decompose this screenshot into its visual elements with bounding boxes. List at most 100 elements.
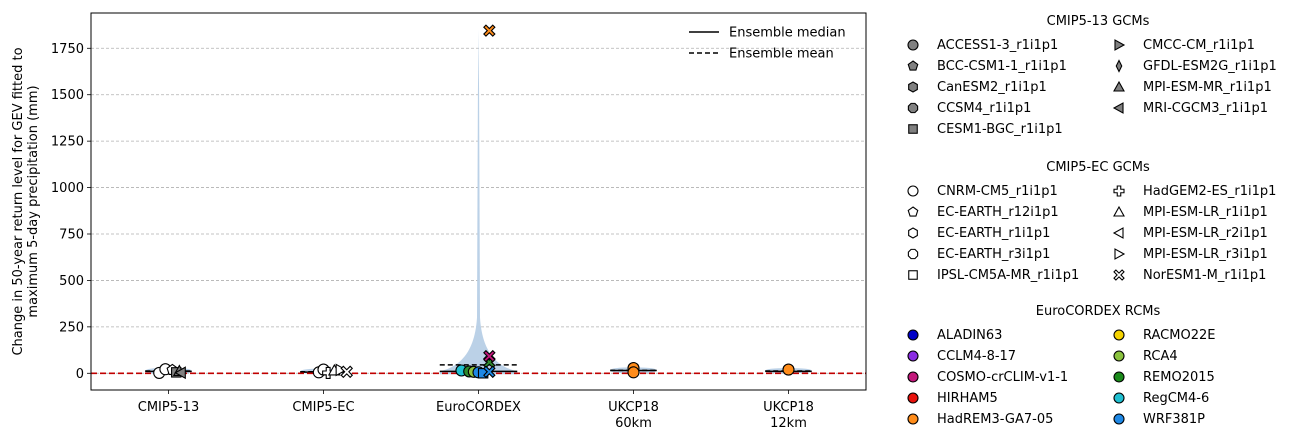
legend-entry-label: RegCM4-6 [1143,390,1210,406]
legend-marker-shape [908,227,918,239]
legend-marker-shape [907,413,919,425]
x-tick-label: UKCP18 60km [608,400,659,431]
x-tick-label-line: UKCP18 [608,400,659,415]
legend-marker-icon [1113,350,1125,362]
legend-marker-icon [1113,371,1125,383]
legend-entry: ALADIN63 [905,325,1002,345]
legend-marker-shape [1113,80,1125,92]
legend-entry-label: COSMO-crCLIM-v1-1 [937,369,1069,385]
legend-marker-icon [907,413,919,425]
legend-entry: EC-EARTH_r3i1p1 [905,244,1050,264]
legend-marker-icon [1112,227,1124,239]
x-tick-label-line: EuroCORDEX [436,400,521,415]
legend-entry: RACMO22E [1111,325,1215,345]
legend-marker-icon [1115,59,1123,73]
legend-marker-shape [1113,185,1125,197]
legend-entry-label: HadGEM2-ES_r1i1p1 [1143,183,1277,199]
legend-marker-shape [907,185,919,197]
legend-entry: BCC-CSM1-1_r1i1p1 [905,56,1067,76]
violin-body [439,29,518,375]
legend-marker-shape [1113,392,1125,404]
legend-marker-shape [907,60,919,71]
legend-entry-label: GFDL-ESM2G_r1i1p1 [1143,58,1277,74]
y-tick-label: 750 [59,228,84,243]
legend-marker-shape [1113,269,1125,281]
legend-entry-label: ALADIN63 [937,327,1003,343]
legend-marker-icon [1114,39,1126,51]
data-point [174,366,186,380]
legend-group-title: CMIP5-EC GCMs [1046,160,1150,175]
x-tick-label: UKCP18 12km [763,400,814,431]
legend-entry: MPI-ESM-LR_r3i1p1 [1111,244,1268,264]
legend-marker-icon [908,227,918,239]
x-tick-label: CMIP5-EC [292,400,354,415]
legend-entry: CMCC-CM_r1i1p1 [1111,35,1255,55]
legend-marker-icon [907,371,919,383]
legend-marker-icon [907,39,919,51]
legend-marker-icon [1113,80,1125,92]
chart-area: 0 250 500 750 1000 1250 1500 1750 CMIP5-13 CMIP5-… [11,12,867,431]
legend-marker-shape [907,102,919,114]
legend-entry-label: CESM1-BGC_r1i1p1 [937,121,1063,137]
legend-entry: REMO2015 [1111,367,1215,387]
legend-group-title: EuroCORDEX RCMs [1035,304,1161,319]
x-tick-label-line: CMIP5-13 [138,400,199,415]
legend-entry-label: MPI-ESM-LR_r1i1p1 [1143,204,1268,220]
legend-entry: CCSM4_r1i1p1 [905,98,1031,118]
legend-marker-icon [1113,185,1125,197]
legend-entry: RegCM4-6 [1111,388,1209,408]
y-axis-label: Change in 50-year return level for GEV f… [11,47,41,355]
y-axis-label-line: Change in 50-year return level for GEV f… [11,47,26,355]
legend-marker-shape [1115,59,1123,73]
y-tick-label: 250 [59,320,84,335]
legend-entry: COSMO-crCLIM-v1-1 [905,367,1068,387]
legend-line-label: Ensemble median [729,26,846,41]
legend-entry-label: BCC-CSM1-1_r1i1p1 [937,58,1067,74]
legend-marker-icon [908,81,918,93]
legend-marker-shape [1113,350,1125,362]
legend-marker-shape [1112,227,1124,239]
legend-entry: CESM1-BGC_r1i1p1 [905,119,1063,139]
legend-marker-icon [907,60,919,71]
legend-marker-icon [907,206,919,217]
legend-marker-shape [1114,248,1126,260]
legend-entry: CNRM-CM5_r1i1p1 [905,181,1058,201]
legend-marker-shape [1113,205,1125,217]
legend-entry: IPSL-CM5A-MR_r1i1p1 [905,265,1079,285]
legend-entry-label: WRF381P [1143,411,1206,427]
legend-entry-label: EC-EARTH_r3i1p1 [937,246,1051,262]
legend-marker-shape [907,329,919,341]
legend-marker-shape [1113,371,1125,383]
legend-line-label: Ensemble mean [729,47,834,62]
data-point [483,24,496,37]
legend-marker-icon [1112,102,1124,114]
legend-marker-icon [908,124,918,134]
legend-entry-label: NorESM1-M_r1i1p1 [1143,267,1267,283]
legend-entry-label: HadREM3-GA7-05 [937,411,1054,427]
x-tick-label-line: 60km [615,416,652,431]
legend-entry-label: CCLM4-8-17 [937,348,1017,364]
legend-marker-icon [907,350,919,362]
legend-marker-icon [907,392,919,404]
data-point [483,349,496,363]
legend-entry: MPI-ESM-LR_r2i1p1 [1111,223,1268,243]
legend-marker-icon [907,248,919,260]
legend-entry-label: RACMO22E [1143,327,1216,343]
legend-marker-shape [908,124,918,134]
legend-entry-label: EC-EARTH_r12i1p1 [937,204,1059,220]
legend-marker-icon [1114,248,1126,260]
legend-entry-label: CanESM2_r1i1p1 [937,79,1047,95]
data-point [627,366,640,379]
x-tick-label: CMIP5-13 [138,400,199,415]
legend-entry: HadGEM2-ES_r1i1p1 [1111,181,1276,201]
y-tick-label: 1250 [51,135,84,150]
legend-marker-icon [907,329,919,341]
legend-entry-label: RCA4 [1143,348,1178,364]
legend-entry-label: HIRHAM5 [937,390,998,406]
legend-marker-shape [907,248,919,260]
legend-entry: RCA4 [1111,346,1178,366]
legend-entry-label: MRI-CGCM3_r1i1p1 [1143,100,1269,116]
legend-entry-label: MPI-ESM-LR_r2i1p1 [1143,225,1268,241]
legend-marker-icon [907,102,919,114]
legend-entry: MPI-ESM-MR_r1i1p1 [1111,77,1272,97]
